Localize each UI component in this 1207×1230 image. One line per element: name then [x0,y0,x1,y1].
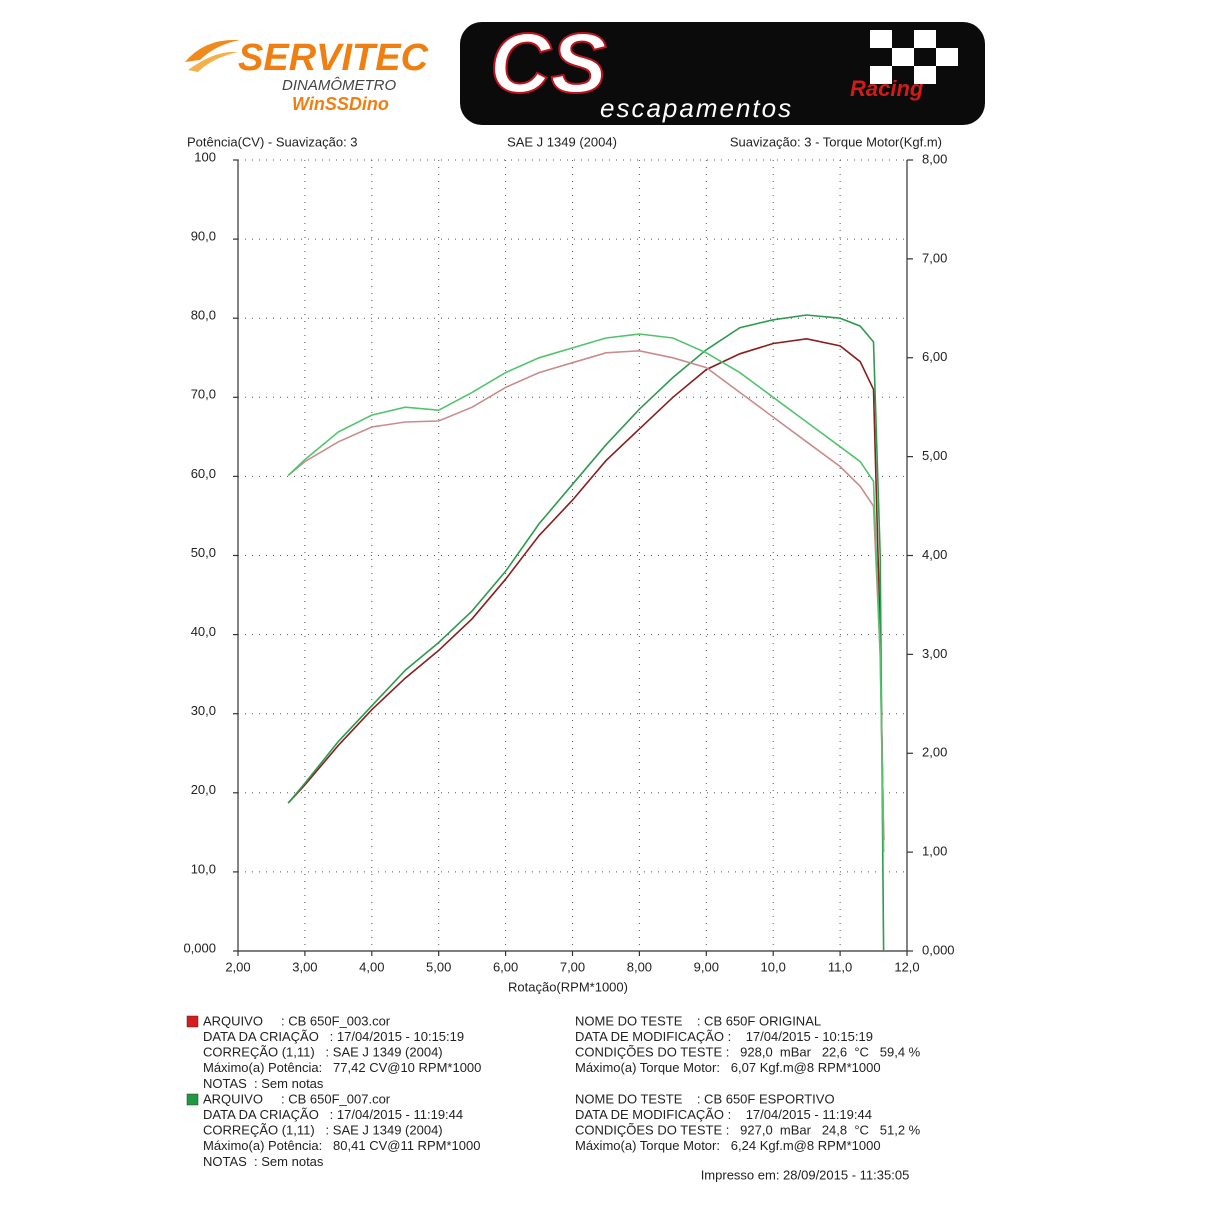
y-tick-label: 90,0 [191,229,216,244]
printed-at: Impresso em: 28/09/2015 - 11:35:05 [701,1167,910,1182]
series-line [287,333,885,853]
x-tick-label: 2,00 [225,959,250,974]
y2-tick-label: 1,00 [922,844,947,859]
x-tick-label: 6,00 [493,959,518,974]
series-line [287,337,885,841]
info-line: NOME DO TESTE : CB 650F ESPORTIVO [575,1091,835,1106]
info-line: Máximo(a) Potência: 80,41 CV@11 RPM*1000 [203,1138,480,1153]
y2-tick-label: 3,00 [922,646,947,661]
y2-tick-label: 4,00 [922,547,947,562]
y-tick-label: 70,0 [191,387,216,402]
series-line [287,349,885,833]
legend-swatch [186,1015,199,1028]
standard-label: SAE J 1349 (2004) [507,134,617,149]
sponsor-tag: Racing [850,76,924,101]
sponsor: CS [490,16,607,110]
x-tick-label: 9,00 [694,959,719,974]
servitec-logo: SERVITEC DINAMÔMETRO WinSSDino [185,37,429,114]
x-tick-label: 12,0 [894,959,919,974]
sponsor-sub: escapamentos [600,93,793,123]
software: WinSSDino [292,94,389,114]
info-line: Máximo(a) Torque Motor: 6,24 Kgf.m@8 RPM… [575,1138,881,1153]
info-line: DATA DE MODIFICAÇÃO : 17/04/2015 - 10:15… [575,1029,873,1044]
x-tick-label: 8,00 [627,959,652,974]
y2-tick-label: 0,000 [922,942,955,957]
legend-swatch [186,1093,199,1106]
left-axis-label: Potência(CV) - Suavização: 3 [187,134,358,149]
x-axis-label: Rotação(RPM*1000) [508,979,628,994]
y2-tick-label: 8,00 [922,151,947,166]
y-tick-label: 100 [194,149,216,164]
y-tick-label: 20,0 [191,782,216,797]
x-tick-label: 7,00 [560,959,585,974]
right-axis-label: Suavização: 3 - Torque Motor(Kgf.m) [730,134,942,149]
info-line: CORREÇÃO (1,11) : SAE J 1349 (2004) [203,1045,443,1060]
y-tick-label: 30,0 [191,703,216,718]
logo-bg [460,22,985,125]
y-tick-label: 50,0 [191,545,216,560]
info-line: ARQUIVO : CB 650F_007.cor [203,1091,391,1106]
y-tick-label: 80,0 [191,308,216,323]
x-tick-label: 11,0 [828,959,852,974]
info-line: Máximo(a) Torque Motor: 6,07 Kgf.m@8 RPM… [575,1060,881,1075]
info-line: NOTAS : Sem notas [203,1076,324,1091]
y-tick-label: 0,000 [183,940,216,955]
info-line: ARQUIVO : CB 650F_003.cor [203,1013,391,1028]
y-tick-label: 10,0 [191,861,216,876]
info-line: DATA DE MODIFICAÇÃO : 17/04/2015 - 11:19… [575,1107,872,1122]
info-line: CONDIÇÕES DO TESTE : 927,0 mBar 24,8 °C … [575,1123,921,1138]
info-line: DATA DA CRIAÇÃO : 17/04/2015 - 10:15:19 [203,1029,464,1044]
y2-tick-label: 6,00 [922,349,947,364]
logo-swoosh [188,51,238,72]
logo-swoosh [185,39,240,62]
brand: SERVITEC [238,37,429,79]
x-tick-label: 4,00 [359,959,384,974]
flag [870,30,958,84]
info-line: NOTAS : Sem notas [203,1154,324,1169]
info-line: DATA DA CRIAÇÃO : 17/04/2015 - 11:19:44 [203,1107,463,1122]
brand-sub: DINAMÔMETRO [282,77,396,94]
info-line: NOME DO TESTE : CB 650F ORIGINAL [575,1013,821,1028]
y-tick-label: 40,0 [191,624,216,639]
x-tick-label: 5,00 [426,959,451,974]
y2-tick-label: 7,00 [922,250,947,265]
x-tick-label: 3,00 [292,959,317,974]
info-line: CORREÇÃO (1,11) : SAE J 1349 (2004) [203,1123,443,1138]
sponsor-logo: CS Racing escapamentos [460,15,985,125]
info-line: Máximo(a) Potência: 77,42 CV@10 RPM*1000 [203,1060,481,1075]
y2-tick-label: 5,00 [922,448,947,463]
y2-tick-label: 2,00 [922,745,947,760]
y-tick-label: 60,0 [191,466,216,481]
series-line [287,314,885,952]
x-tick-label: 10,0 [761,959,786,974]
info-line: CONDIÇÕES DO TESTE : 928,0 mBar 22,6 °C … [575,1045,921,1060]
